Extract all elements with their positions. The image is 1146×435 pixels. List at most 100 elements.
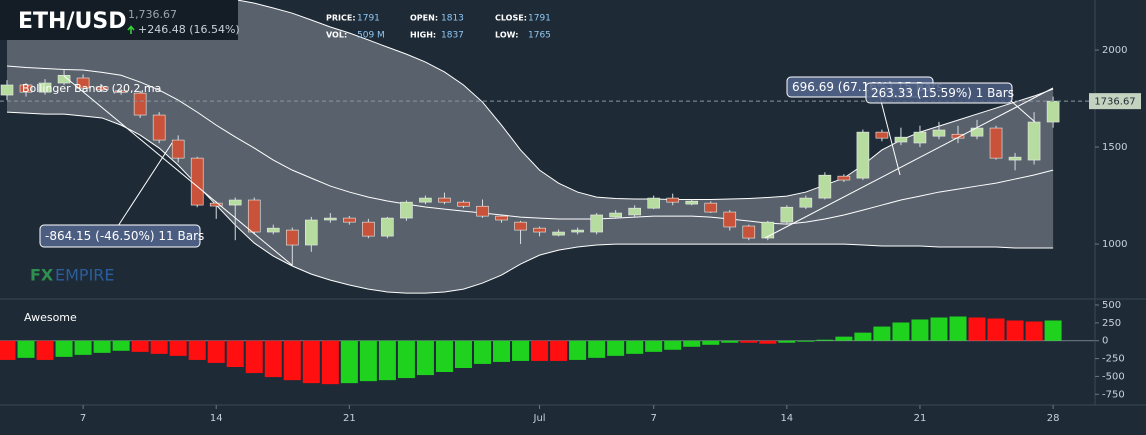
candle-body [57,74,71,84]
trend-line [63,75,293,266]
bar [397,340,415,379]
candle-body [0,84,14,96]
x-tick-label: 28 [1047,413,1060,424]
bar [378,340,396,381]
x-tick-label: 14 [210,413,223,424]
candle-body [400,201,413,219]
trend-lines [63,75,1054,266]
bar [321,340,339,385]
candle-body [285,229,299,246]
candle-body [932,129,946,137]
y-tick-label: 0 [1102,336,1108,347]
candle-body [704,202,718,213]
bar [150,340,168,354]
candle-body [894,136,908,143]
annotation-box [865,82,1013,104]
stat-value: 1791 [528,14,551,24]
bar [949,316,967,341]
bar [702,340,720,345]
candle-body [438,197,451,203]
indicator-label: Bollinger Bands (20,2,ma [22,82,161,95]
header-box [0,0,238,40]
bar [264,340,282,378]
price-panel [0,0,1095,294]
bar [569,340,587,360]
up-arrow [127,25,135,34]
candle-body [1027,121,1041,161]
stat-value: 1813 [441,14,464,24]
candle-body [190,157,204,206]
bar [987,318,1005,341]
bar [0,340,16,360]
bar [816,339,834,341]
stat-value: 1791 [357,14,380,24]
panel-title: Awesome [24,311,77,324]
bar [740,340,758,343]
trend-connector [117,142,173,227]
stat-value: 1765 [528,31,551,41]
bar [664,340,682,350]
candle-body [343,217,356,223]
bar [1044,320,1062,341]
bar [416,340,434,376]
candle-body [95,86,109,91]
bar [892,322,910,341]
bar [721,340,739,343]
candle-body [514,221,527,231]
bar [873,326,891,341]
trend-line [764,87,1054,239]
candle-body [628,207,641,216]
bar [1025,321,1043,341]
candle-body [19,84,33,93]
bar [626,340,644,354]
last-price-label: 1736.67 [1094,97,1135,108]
stat-label: VOL: [326,31,347,40]
bar [74,340,92,355]
x-tick-label: 7 [80,413,86,424]
bar [359,340,377,382]
bar [512,340,530,361]
annotation-label: 263.33 (15.59%) 1 Bars [871,86,1014,100]
stat-label: CLOSE: [495,14,527,23]
bar [55,340,73,357]
band-lower [6,111,1054,294]
bar [188,340,206,360]
candle-body [1008,156,1022,161]
bar [435,340,453,372]
bar [550,340,568,361]
bar [493,340,511,362]
candle-body [761,221,775,239]
candle-body [324,217,337,221]
stat-label: PRICE: [326,14,356,23]
candle-body [419,197,432,203]
watermark: FX [30,266,54,285]
bar [93,340,111,353]
annotation-box [39,224,201,248]
y-tick-label: -250 [1102,354,1125,365]
candle-body [305,219,318,246]
candle-body [495,215,508,221]
bar [1006,320,1024,341]
bar [17,340,35,358]
bar [607,340,625,356]
candle-body [837,175,851,181]
x-tick-label: 21 [343,413,356,424]
candle-body [609,212,622,218]
bar [245,340,263,374]
candle-body [152,114,166,141]
candle-body [780,206,794,223]
stat-value: 509 M [357,31,385,41]
bar [131,340,149,352]
bar [588,340,606,358]
bar [340,340,358,384]
candle-body [362,221,375,237]
candle-body [647,197,660,209]
candle-body [552,231,565,236]
candle-body [989,127,1003,159]
bar [759,340,777,344]
bar [930,317,948,341]
annotation-label: -864.15 (-46.50%) 11 Bars [45,229,204,243]
bar [797,340,815,342]
